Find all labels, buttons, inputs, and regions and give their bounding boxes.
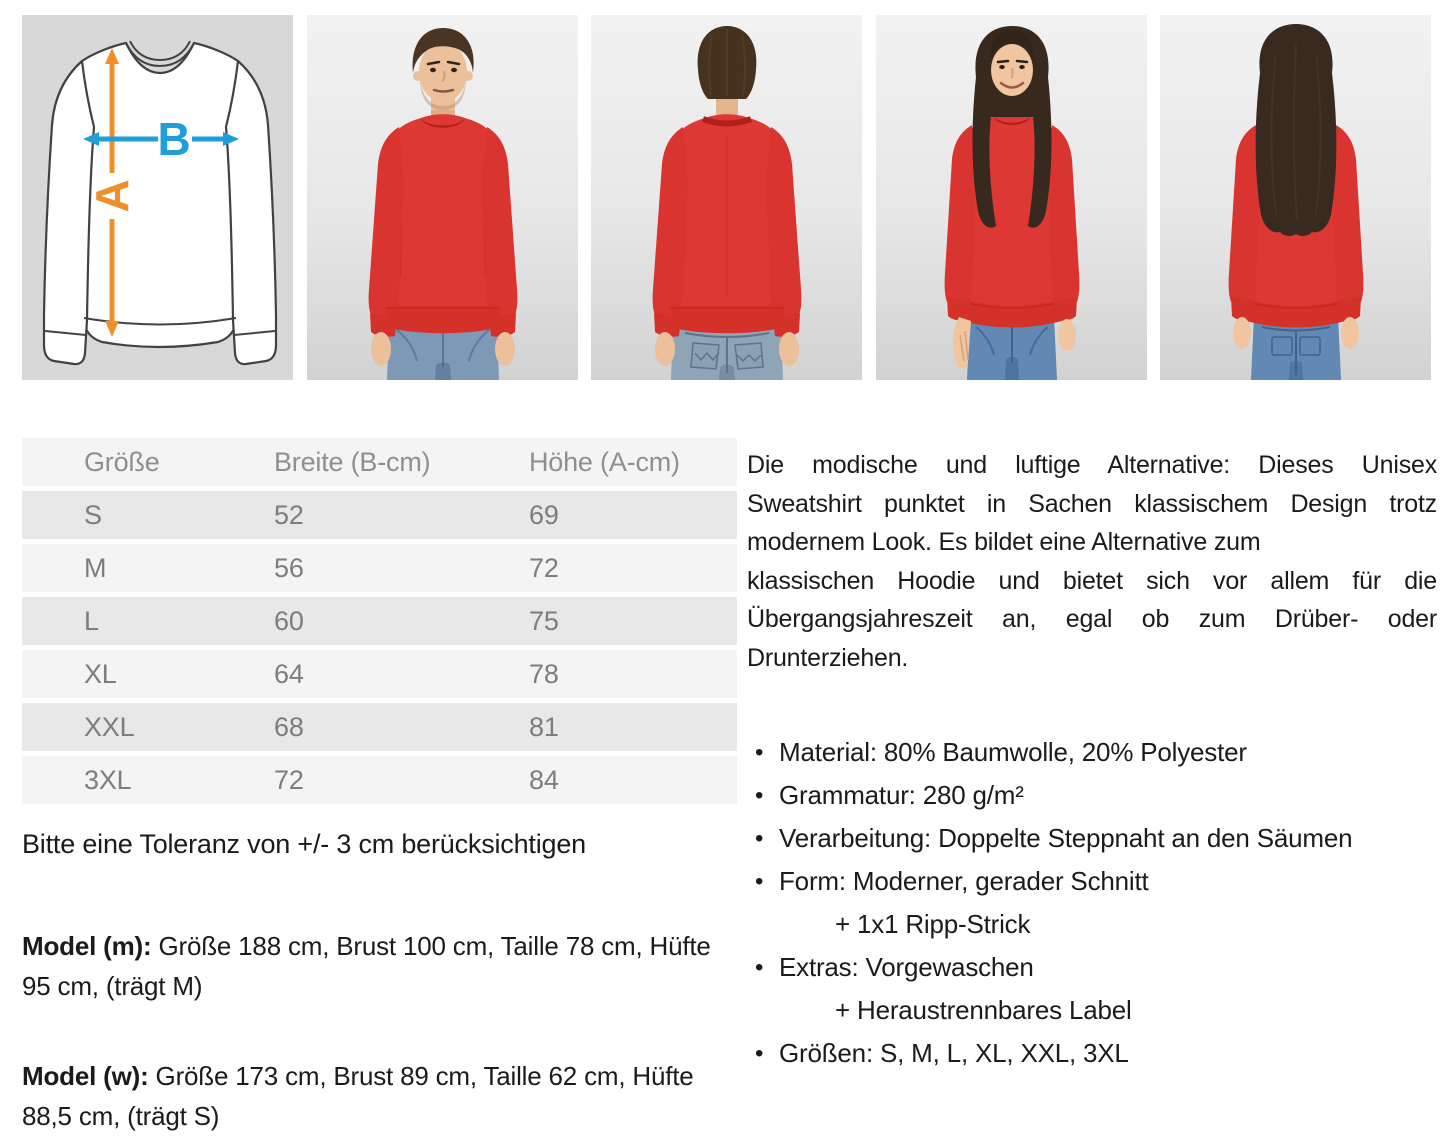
size-table: Größe Breite (B-cm) Höhe (A-cm) S 52 69 …: [22, 433, 737, 809]
description-line: Übergangsjahreszeit an, egal ob zum Drüb…: [747, 605, 1437, 633]
sweatshirt-back: [652, 114, 802, 337]
column-header-breite: Breite (B-cm): [212, 438, 467, 486]
right-hand: [1341, 317, 1359, 349]
model-male-details: Größe 188 cm, Brust 100 cm, Taille 78 cm…: [22, 931, 711, 1001]
collar: [992, 116, 1031, 125]
label-B: B: [157, 113, 190, 165]
feature-form: Form: Moderner, gerader Schnitt: [747, 860, 1437, 903]
height-arrow-A: A: [86, 48, 138, 337]
left-hand: [952, 317, 971, 369]
gallery-item-female-front: [875, 15, 1147, 380]
feature-extras: Extras: Vorgewaschen: [747, 946, 1437, 989]
feature-extras-continuation: + Heraustrennbares Label: [835, 995, 1132, 1025]
size-diagram-illustration: A B: [22, 15, 293, 380]
product-description: Die modische und luftige Alternative: Di…: [747, 438, 1437, 677]
description-line: Drunterziehen.: [747, 643, 909, 672]
feature-list: Material: 80% Baumwolle, 20% Polyester G…: [747, 731, 1437, 1075]
right-hand: [494, 332, 515, 366]
table-row-m: M 56 72: [22, 544, 737, 592]
sweatshirt: [944, 114, 1079, 328]
finger-lines: [958, 330, 969, 362]
product-image-gallery: A B: [22, 15, 1431, 380]
table-row-s: S 52 69: [22, 491, 737, 539]
male-back-hair: [697, 26, 757, 99]
model-female-label: Model (w):: [22, 1061, 149, 1091]
feature-material: Material: 80% Baumwolle, 20% Polyester: [747, 731, 1437, 774]
model-male-label: Model (m):: [22, 931, 152, 961]
left-hand: [1233, 317, 1251, 349]
width-arrow-B: B: [83, 113, 239, 165]
details-section: Größe Breite (B-cm) Höhe (A-cm) S 52 69 …: [22, 438, 1437, 1136]
size-info-column: Größe Breite (B-cm) Höhe (A-cm) S 52 69 …: [22, 438, 737, 1136]
feature-groessen: Größen: S, M, L, XL, XXL, 3XL: [747, 1032, 1437, 1075]
gallery-item-size-diagram: A B: [22, 15, 293, 380]
table-row-xl: XL 64 78: [22, 650, 737, 698]
column-header-groesse: Größe: [22, 438, 212, 486]
right-hand: [1057, 319, 1076, 351]
label-A: A: [86, 179, 138, 212]
female-back-hair: [1255, 24, 1337, 237]
right-hand: [779, 332, 799, 366]
feature-form-continuation: + 1x1 Ripp-Strick: [835, 909, 1031, 939]
model-male-measurements: Model (m): Größe 188 cm, Brust 100 cm, T…: [22, 926, 734, 1006]
model-female-details: Größe 173 cm, Brust 89 cm, Taille 62 cm,…: [22, 1061, 694, 1131]
size-table-header-row: Größe Breite (B-cm) Höhe (A-cm): [22, 438, 737, 486]
description-column: Die modische und luftige Alternative: Di…: [747, 438, 1437, 1075]
gallery-item-male-front: [306, 15, 578, 380]
gallery-item-female-back: [1160, 15, 1431, 380]
feature-verarbeitung: Verarbeitung: Doppelte Steppnaht an den …: [747, 817, 1437, 860]
seam-lines: [44, 40, 276, 336]
male-front-photo: [306, 15, 578, 380]
table-row-3xl: 3XL 72 84: [22, 756, 737, 804]
description-line: Die modische und luftige Alternative: Di…: [747, 451, 1437, 479]
sweatshirt: [368, 114, 517, 337]
female-face: [989, 31, 1034, 96]
gallery-item-male-back: [591, 15, 862, 380]
female-back-photo: [1160, 15, 1431, 380]
table-row-l: L 60 75: [22, 597, 737, 645]
male-back-photo: [591, 15, 862, 380]
tolerance-note: Bitte eine Toleranz von +/- 3 cm berücks…: [22, 829, 586, 859]
male-face: [412, 28, 474, 110]
model-female-measurements: Model (w): Größe 173 cm, Brust 89 cm, Ta…: [22, 1056, 734, 1136]
table-row-xxl: XXL 68 81: [22, 703, 737, 751]
description-line: klassischen Hoodie und bietet sich vor a…: [747, 566, 1437, 595]
description-line: modernem Look. Es bildet eine Alternativ…: [747, 528, 1261, 556]
left-hand: [655, 332, 675, 366]
collar: [420, 118, 465, 128]
left-hand: [370, 332, 391, 366]
neck: [716, 99, 738, 118]
feature-grammatur: Grammatur: 280 g/m²: [747, 774, 1437, 817]
description-line: Sweatshirt punktet in Sachen klassischem…: [747, 489, 1437, 518]
column-header-hoehe: Höhe (A-cm): [467, 438, 737, 486]
female-front-photo: [875, 15, 1147, 380]
